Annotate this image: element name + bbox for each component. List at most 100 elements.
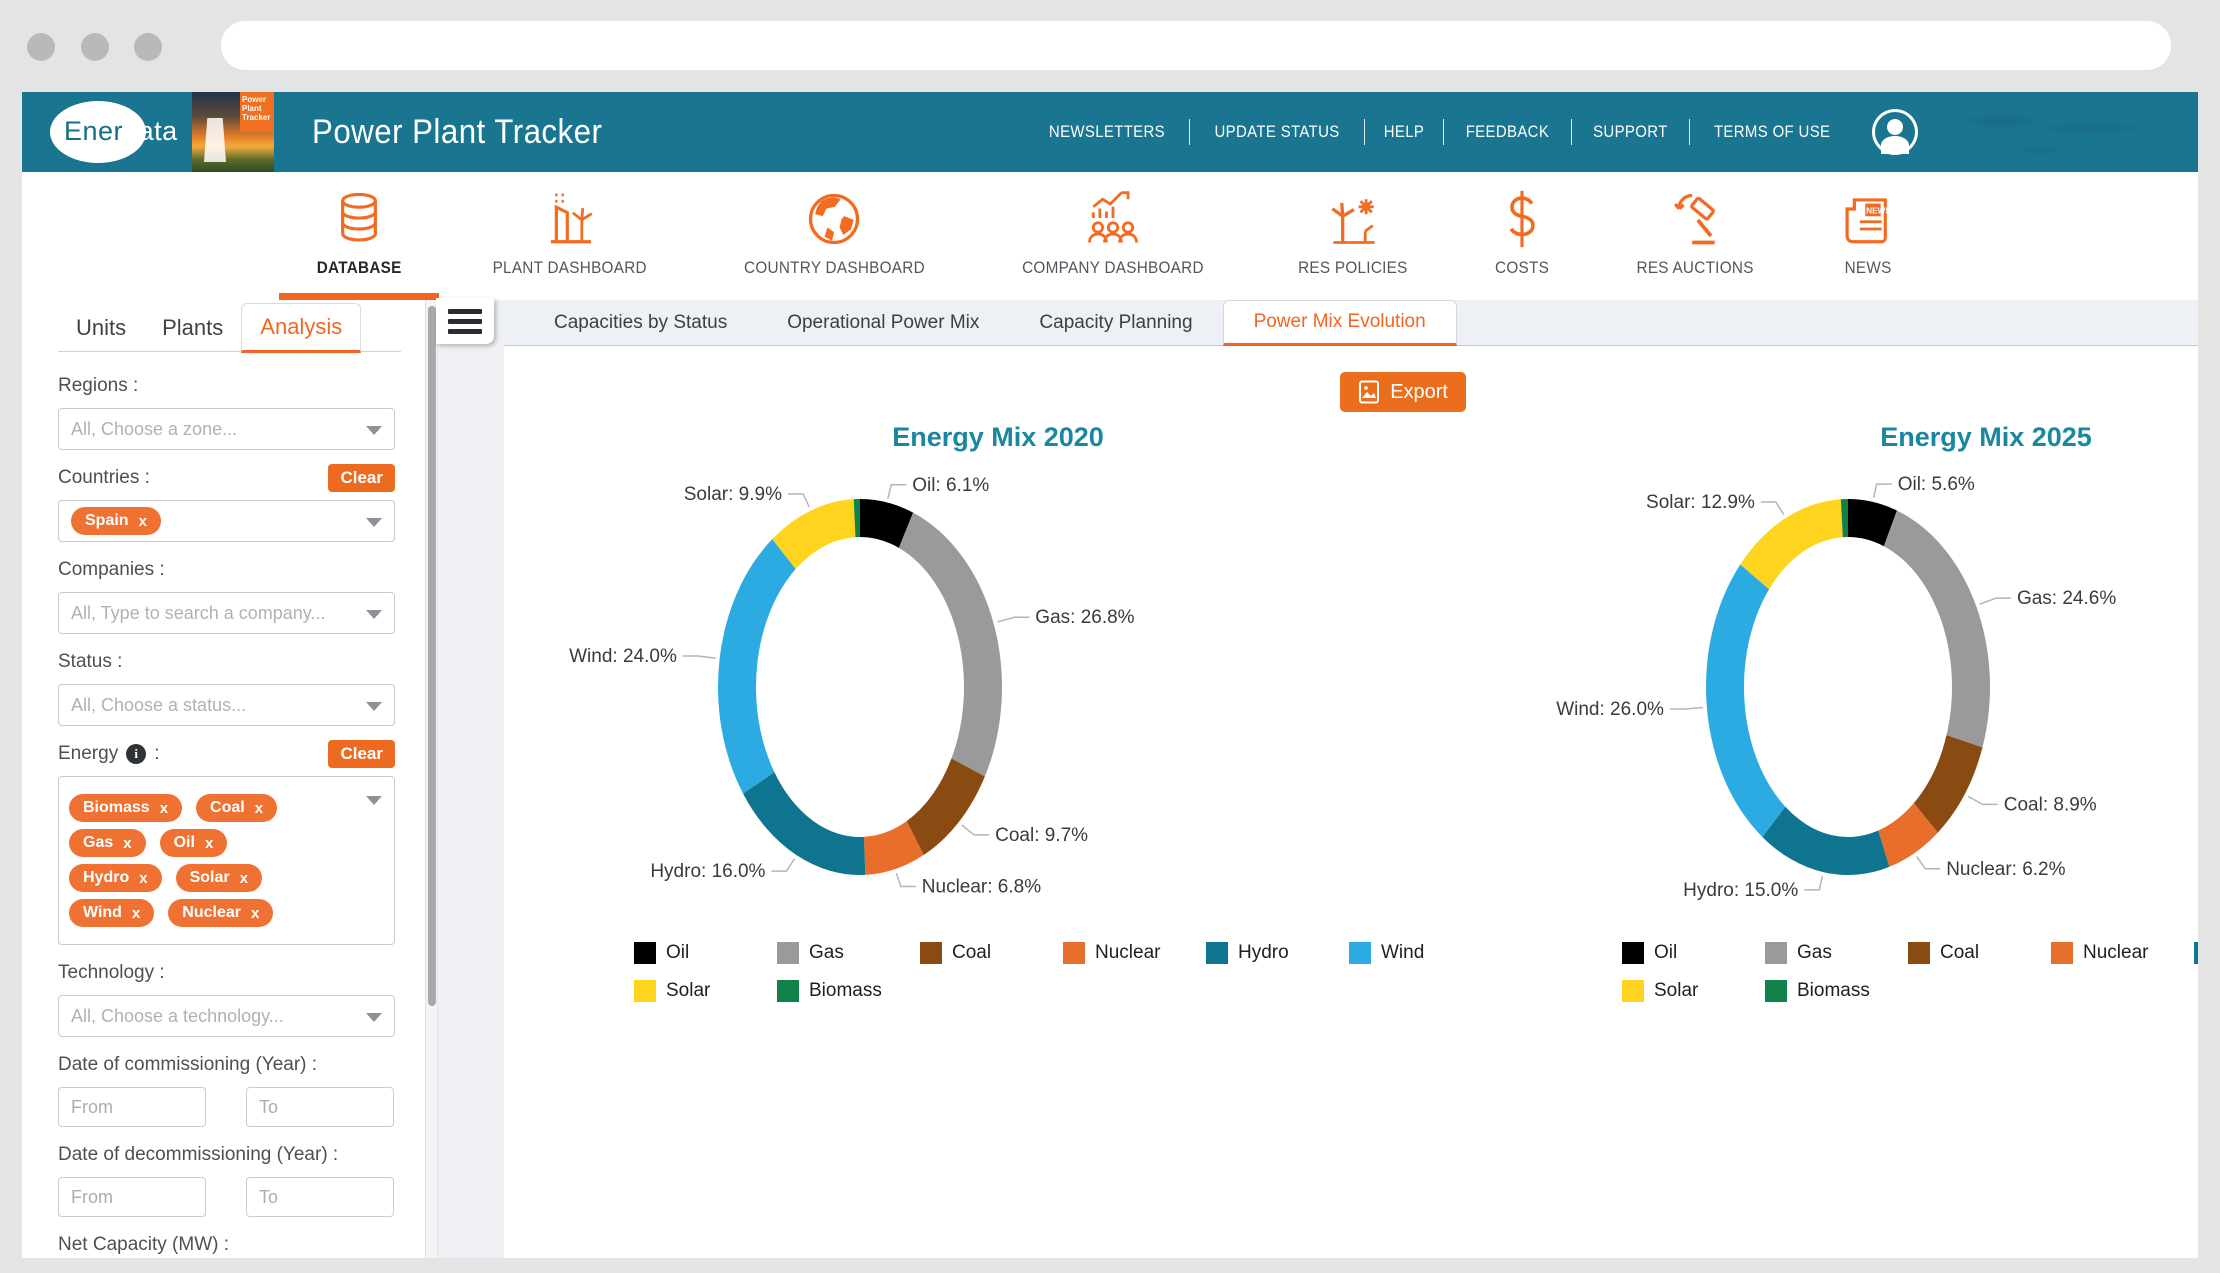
tab-capacities-by-status[interactable]: Capacities by Status (554, 311, 728, 333)
clear-countries-button[interactable]: Clear (328, 464, 395, 492)
slice-gas[interactable] (1883, 510, 1990, 748)
legend-item-coal[interactable]: Coal (920, 942, 1063, 964)
tab-analysis[interactable]: Analysis (241, 303, 362, 353)
legend-item-nuclear[interactable]: Nuclear (2051, 942, 2194, 964)
legend-item-oil[interactable]: Oil (634, 942, 777, 964)
countries-select[interactable]: Spain x (58, 500, 395, 542)
technology-select[interactable]: All, Choose a technology... (58, 995, 395, 1037)
country-dashboard-icon (803, 186, 865, 250)
slice-wind[interactable] (718, 539, 796, 794)
data-label-oil: Oil: 6.1% (912, 475, 989, 496)
sidebar-scrollbar[interactable] (425, 300, 437, 1258)
nav-update-status[interactable]: UPDATE STATUS (1214, 122, 1340, 141)
nav-newsletters[interactable]: NEWSLETTERS (1048, 122, 1166, 141)
url-bar[interactable] (221, 21, 2171, 70)
window-button-icon[interactable] (134, 33, 162, 61)
slice-nuclear[interactable] (863, 821, 924, 875)
nav-item-res-policies[interactable]: RES POLICIES (1292, 186, 1414, 300)
slice-oil[interactable] (1848, 499, 1897, 547)
tab-capacity-planning[interactable]: Capacity Planning (1039, 311, 1193, 333)
nav-item-plant-dashboard[interactable]: PLANT DASHBOARD (484, 186, 655, 300)
companies-select[interactable]: All, Type to search a company... (58, 592, 395, 634)
commissioning-from-input[interactable] (58, 1087, 206, 1127)
slice-coal[interactable] (906, 758, 985, 856)
legend-item-nuclear[interactable]: Nuclear (1063, 942, 1206, 964)
remove-chip-icon[interactable]: x (251, 904, 260, 922)
remove-chip-icon[interactable]: x (159, 799, 169, 817)
remove-chip-icon[interactable]: x (131, 904, 141, 922)
divider (1189, 119, 1190, 145)
tab-plants[interactable]: Plants (162, 315, 224, 340)
legend-item-hydro[interactable]: Hydro (2194, 942, 2198, 964)
nav-feedback[interactable]: FEEDBACK (1465, 122, 1550, 141)
slice-hydro[interactable] (743, 772, 866, 875)
remove-chip-icon[interactable]: x (239, 869, 248, 887)
nav-item-database[interactable]: DATABASE (312, 186, 406, 300)
nav-item-res-auctions[interactable]: RES AUCTIONS (1630, 186, 1760, 300)
nav-terms-of-use[interactable]: TERMS OF USE (1713, 122, 1831, 141)
remove-chip-icon[interactable]: x (204, 834, 214, 852)
database-icon (329, 186, 389, 250)
slice-gas[interactable] (898, 512, 1002, 777)
data-label-coal: Coal: 9.7% (995, 825, 1088, 846)
nav-item-company-dashboard[interactable]: COMPANY DASHBOARD (1012, 186, 1214, 300)
status-select[interactable]: All, Choose a status... (58, 684, 395, 726)
legend-item-gas[interactable]: Gas (777, 942, 920, 964)
decommissioning-from-input[interactable] (58, 1177, 206, 1217)
scrollbar-thumb[interactable] (428, 306, 436, 1006)
nav-item-news[interactable]: NEWS NEWS (1838, 186, 1898, 300)
energy-select[interactable]: Biomass x Coal x Gas x Oil x Hydro x Solar x (58, 776, 395, 945)
legend-label: Coal (1940, 942, 1980, 963)
legend-item-biomass[interactable]: Biomass (777, 980, 920, 1002)
export-button-2020[interactable]: Export (1340, 372, 1466, 412)
remove-chip-icon[interactable]: x (123, 834, 132, 852)
window-button-icon[interactable] (27, 33, 55, 61)
tab-power-mix-evolution[interactable]: Power Mix Evolution (1222, 300, 1457, 346)
legend-item-hydro[interactable]: Hydro (1206, 942, 1349, 964)
slice-oil[interactable] (860, 499, 914, 548)
legend-item-wind[interactable]: Wind (1349, 942, 1492, 964)
chevron-down-icon (366, 518, 382, 527)
legend-item-gas[interactable]: Gas (1765, 942, 1908, 964)
slice-solar[interactable] (772, 499, 856, 570)
slice-solar[interactable] (1740, 499, 1843, 590)
module-nav: DATABASE PLANT DASHBOARD COUNTRY DASHBOA… (22, 172, 2198, 300)
nav-item-costs[interactable]: COSTS (1492, 186, 1552, 300)
clear-energy-button[interactable]: Clear (328, 740, 395, 768)
chip-coal: Coal x (196, 794, 278, 822)
nav-help[interactable]: HELP (1383, 122, 1425, 141)
enerdata-logo[interactable]: Enerdata (50, 92, 180, 172)
legend-item-biomass[interactable]: Biomass (1765, 980, 1908, 1002)
legend-swatch (920, 942, 942, 964)
regions-select[interactable]: All, Choose a zone... (58, 408, 395, 450)
slice-biomass[interactable] (1840, 499, 1848, 538)
legend-item-oil[interactable]: Oil (1622, 942, 1765, 964)
nav-support[interactable]: SUPPORT (1593, 122, 1668, 141)
tab-units[interactable]: Units (76, 315, 127, 340)
slice-nuclear[interactable] (1878, 803, 1938, 867)
remove-chip-icon[interactable]: x (139, 869, 148, 887)
legend-item-solar[interactable]: Solar (1622, 980, 1765, 1002)
remove-chip-icon[interactable]: x (254, 799, 264, 817)
collapse-sidebar-button[interactable] (436, 298, 494, 344)
window-button-icon[interactable] (81, 33, 109, 61)
tab-operational-power-mix[interactable]: Operational Power Mix (787, 311, 980, 333)
commissioning-to-input[interactable] (246, 1087, 394, 1127)
legend-item-coal[interactable]: Coal (1908, 942, 2051, 964)
chevron-down-icon (366, 796, 382, 805)
user-avatar-icon[interactable] (1872, 109, 1918, 155)
app-window: Enerdata Power Plant Tracker Power Plant… (22, 92, 2198, 1258)
slice-hydro[interactable] (1762, 806, 1890, 875)
slice-wind[interactable] (1706, 564, 1786, 837)
slice-coal[interactable] (1913, 735, 1983, 833)
remove-chip-icon[interactable]: x (138, 512, 147, 530)
data-label-wind: Wind: 24.0% (569, 646, 677, 667)
chevron-down-icon (366, 426, 382, 435)
cooling-tower-shape (204, 118, 226, 162)
legend-label: Biomass (809, 980, 882, 1001)
nav-item-country-dashboard[interactable]: COUNTRY DASHBOARD (734, 186, 935, 300)
decommissioning-to-input[interactable] (246, 1177, 394, 1217)
slice-biomass[interactable] (853, 499, 860, 538)
info-icon[interactable]: i (126, 744, 147, 764)
legend-item-solar[interactable]: Solar (634, 980, 777, 1002)
